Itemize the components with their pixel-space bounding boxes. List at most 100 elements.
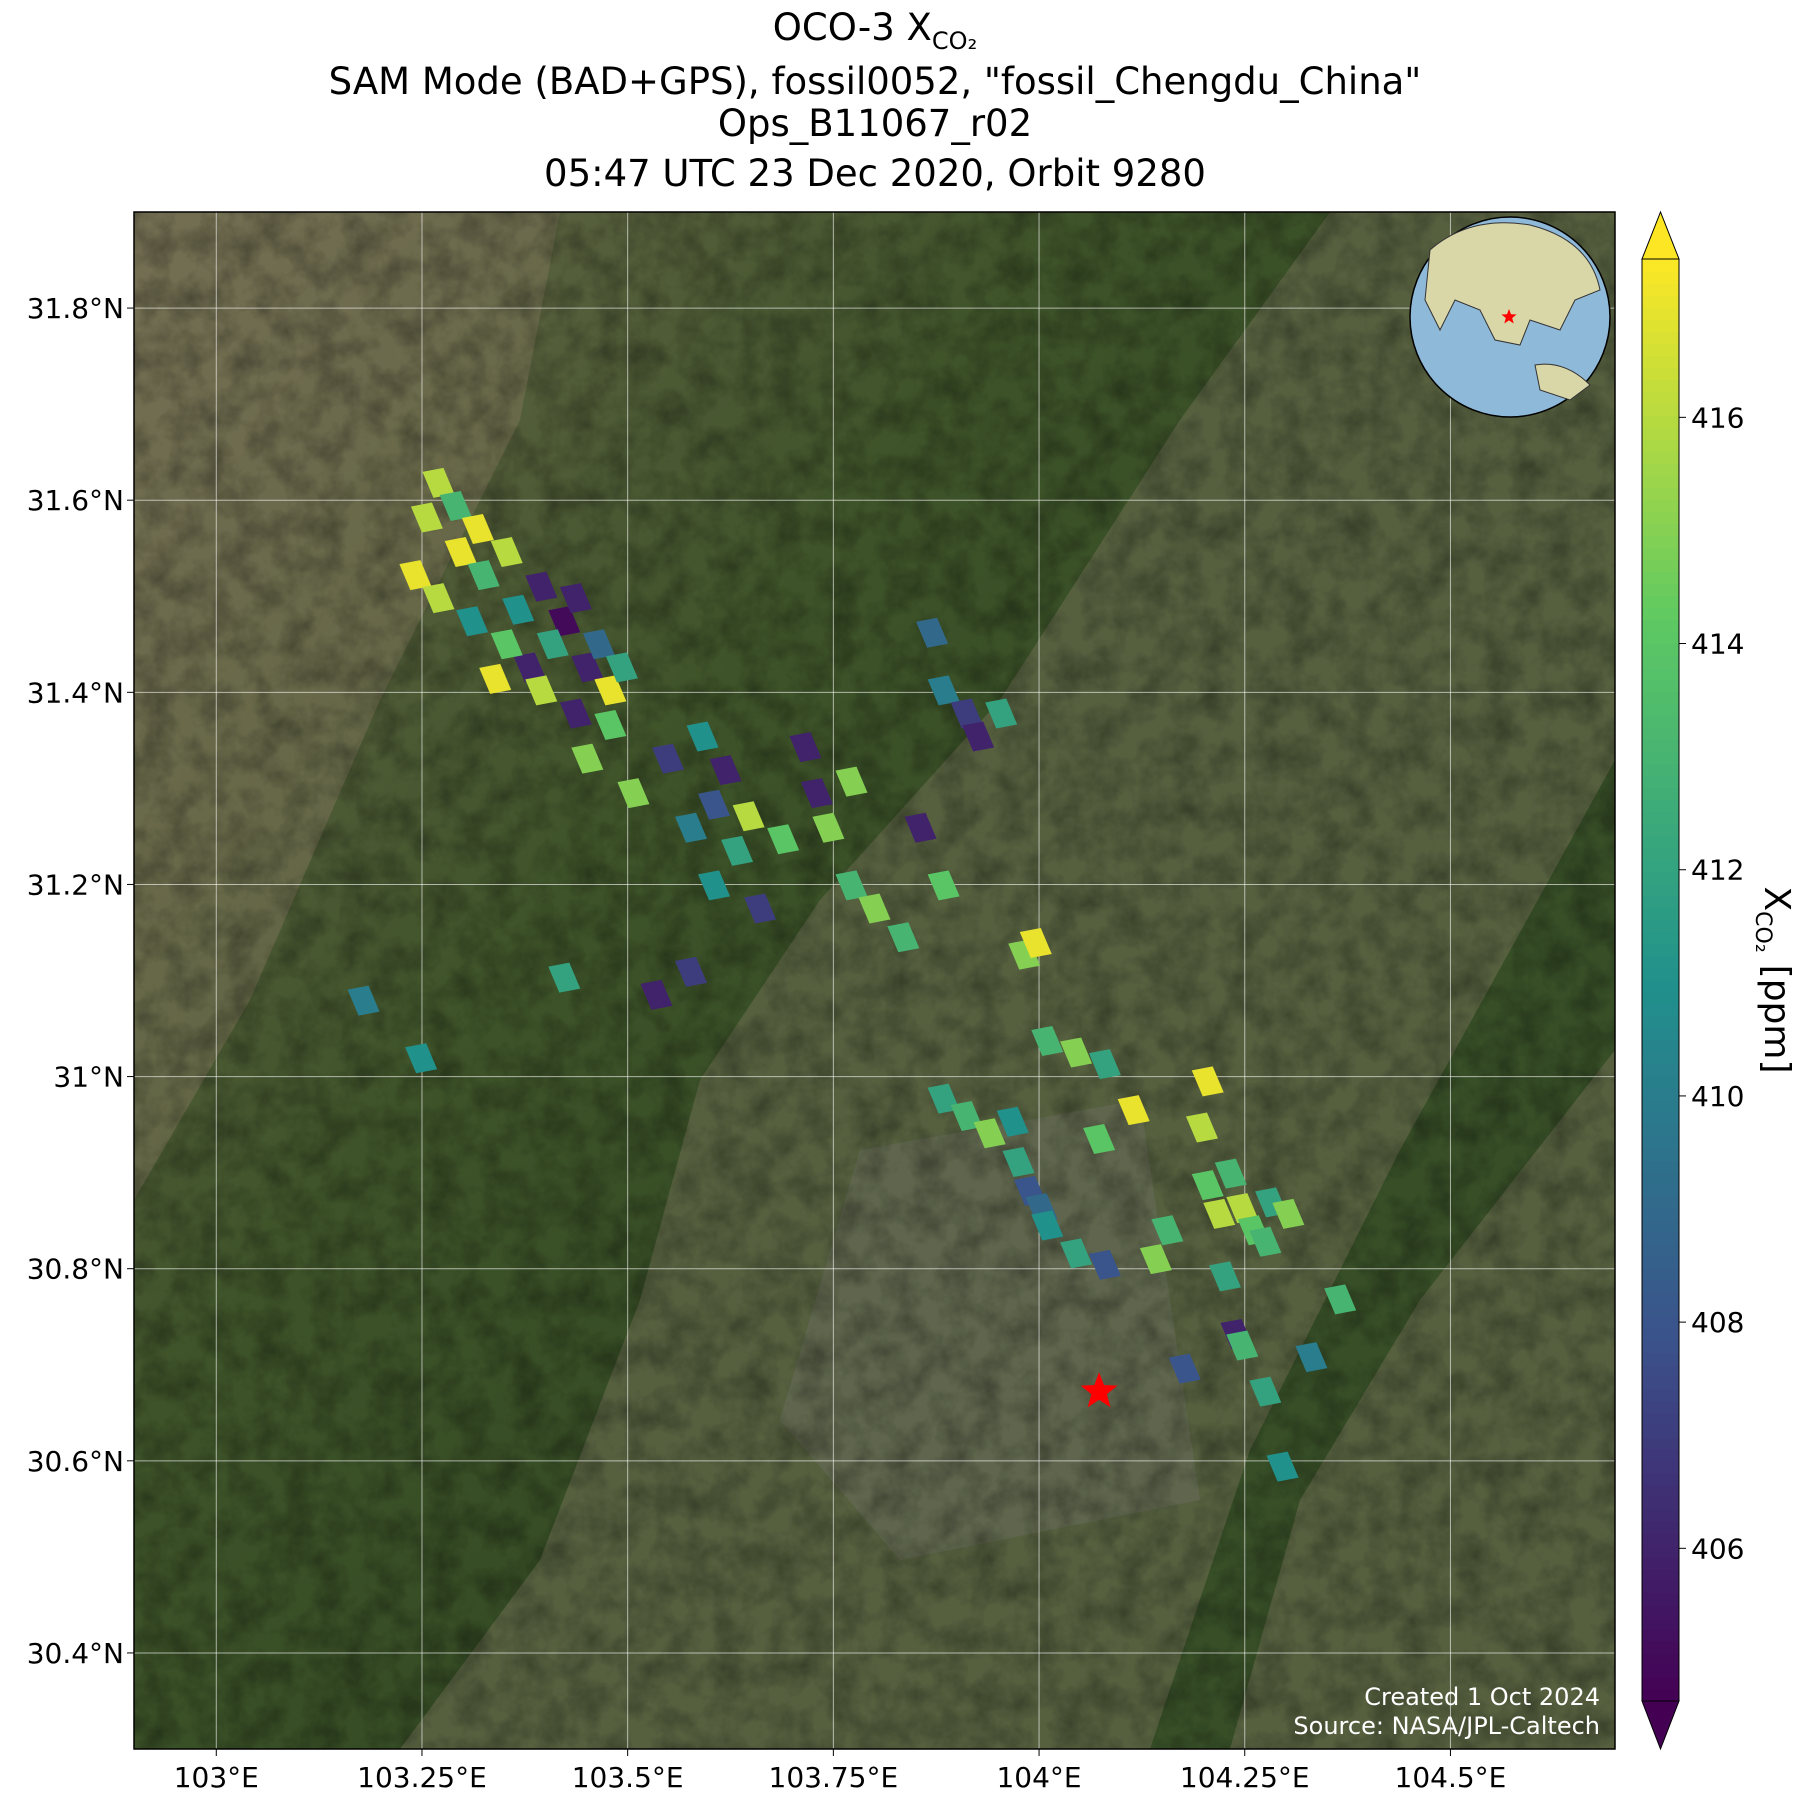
sounding — [973, 1118, 1006, 1149]
colorbar-segment — [1642, 1628, 1679, 1642]
sounding — [1226, 1330, 1259, 1361]
colorbar-segment — [1642, 1184, 1679, 1197]
x-tick-label: 103.25°E — [357, 1761, 487, 1794]
sounding — [467, 560, 500, 591]
colorbar-segment — [1642, 992, 1679, 1005]
sounding — [1139, 1244, 1172, 1275]
sounding — [347, 985, 380, 1016]
colorbar-segment — [1642, 1160, 1679, 1173]
colorbar-segment — [1642, 1136, 1679, 1149]
colorbar-segment — [1642, 919, 1679, 933]
colorbar-segment — [1642, 1088, 1679, 1101]
colorbar-segment — [1642, 1544, 1679, 1558]
colorbar-segment — [1642, 1352, 1679, 1366]
colorbar-segment — [1642, 523, 1679, 536]
y-tick-label: 31°N — [53, 1061, 124, 1094]
colorbar-segment — [1642, 763, 1679, 777]
sounding — [594, 675, 627, 706]
sounding — [858, 893, 891, 924]
colorbar-segment — [1642, 967, 1679, 981]
colorbar-segment — [1642, 1292, 1679, 1306]
target-star — [1501, 309, 1517, 324]
sounding — [1019, 928, 1052, 959]
colorbar-segment — [1642, 1112, 1679, 1125]
x-tick-label: 104.25°E — [1180, 1761, 1310, 1794]
colorbar-segment — [1642, 427, 1679, 440]
colorbar-segment — [1642, 787, 1679, 801]
sounding — [1272, 1198, 1305, 1229]
sounding — [559, 698, 592, 729]
colorbar-tick-label: 414 — [1691, 628, 1744, 661]
sounding — [1088, 1249, 1121, 1280]
sounding — [1295, 1342, 1328, 1373]
x-tick-label: 103°E — [174, 1761, 259, 1794]
sounding — [1060, 1238, 1093, 1269]
sounding — [513, 652, 546, 683]
title: OCO-3 XCO₂ — [773, 6, 977, 55]
colorbar-segment — [1642, 1016, 1679, 1029]
y-tick-label: 31.8°N — [27, 292, 124, 325]
colorbar-segment — [1642, 871, 1679, 885]
sounding — [617, 778, 650, 809]
sounding — [651, 743, 684, 774]
sounding — [744, 893, 777, 924]
colorbar-segment — [1642, 1592, 1679, 1606]
sounding — [1209, 1261, 1242, 1292]
sounding — [698, 870, 731, 901]
subtitle: Ops_B11067_r02 — [718, 102, 1032, 145]
colorbar-segment — [1642, 691, 1679, 705]
colorbar-segment — [1642, 283, 1679, 296]
sounding — [422, 583, 455, 614]
colorbar-segment — [1642, 931, 1679, 945]
sounding — [1214, 1158, 1247, 1189]
colorbar-segment — [1642, 643, 1679, 657]
colorbar-label-unit: [ppm] — [1756, 965, 1797, 1074]
colorbar-segment — [1642, 1448, 1679, 1462]
title-main: OCO-3 X — [773, 6, 932, 49]
colorbar-segment — [1642, 727, 1679, 741]
gridlines — [134, 212, 1615, 1749]
colorbar-segment — [1642, 1028, 1679, 1041]
sounding — [789, 732, 822, 763]
colorbar-segment — [1642, 1640, 1679, 1654]
colorbar-segment — [1642, 559, 1679, 573]
colorbar-segment — [1642, 619, 1679, 633]
colorbar-segment — [1642, 811, 1679, 825]
sounding — [996, 1106, 1029, 1137]
colorbar-segment — [1642, 415, 1679, 428]
colorbar-segment — [1642, 1376, 1679, 1390]
colorbar-segment — [1642, 679, 1679, 693]
colorbar-segment — [1642, 391, 1679, 404]
colorbar-segment — [1642, 367, 1679, 380]
sounding — [571, 743, 604, 774]
colorbar-segment — [1642, 1412, 1679, 1426]
x-tick-label: 103.5°E — [572, 1761, 684, 1794]
sounding — [1151, 1215, 1184, 1246]
colorbar-segment — [1642, 403, 1679, 416]
colorbar-segment — [1642, 319, 1679, 332]
colorbar-segment — [1642, 1676, 1679, 1690]
colorbar-segment — [1642, 583, 1679, 597]
colorbar-segment — [1642, 1604, 1679, 1618]
colorbar-tick-label: 410 — [1691, 1080, 1744, 1113]
sounding — [605, 652, 638, 683]
sounding — [502, 594, 535, 625]
colorbar-segment — [1642, 883, 1679, 897]
sounding — [439, 490, 472, 521]
colorbar-segment — [1642, 499, 1679, 512]
colorbar-segment — [1642, 439, 1679, 452]
colorbar-segment — [1642, 595, 1679, 609]
colorbar-segment — [1642, 1328, 1679, 1342]
sounding — [1002, 1147, 1035, 1178]
sounding — [709, 755, 742, 786]
colorbar-segment — [1642, 955, 1679, 969]
colorbar-segment — [1642, 535, 1679, 548]
colorbar-segment — [1642, 1232, 1679, 1245]
colorbar-segment — [1642, 1388, 1679, 1402]
sounding — [1083, 1124, 1116, 1155]
x-tick-label: 104°E — [996, 1761, 1081, 1794]
sounding — [399, 560, 432, 591]
sounding — [490, 537, 523, 568]
sounding — [887, 922, 920, 953]
